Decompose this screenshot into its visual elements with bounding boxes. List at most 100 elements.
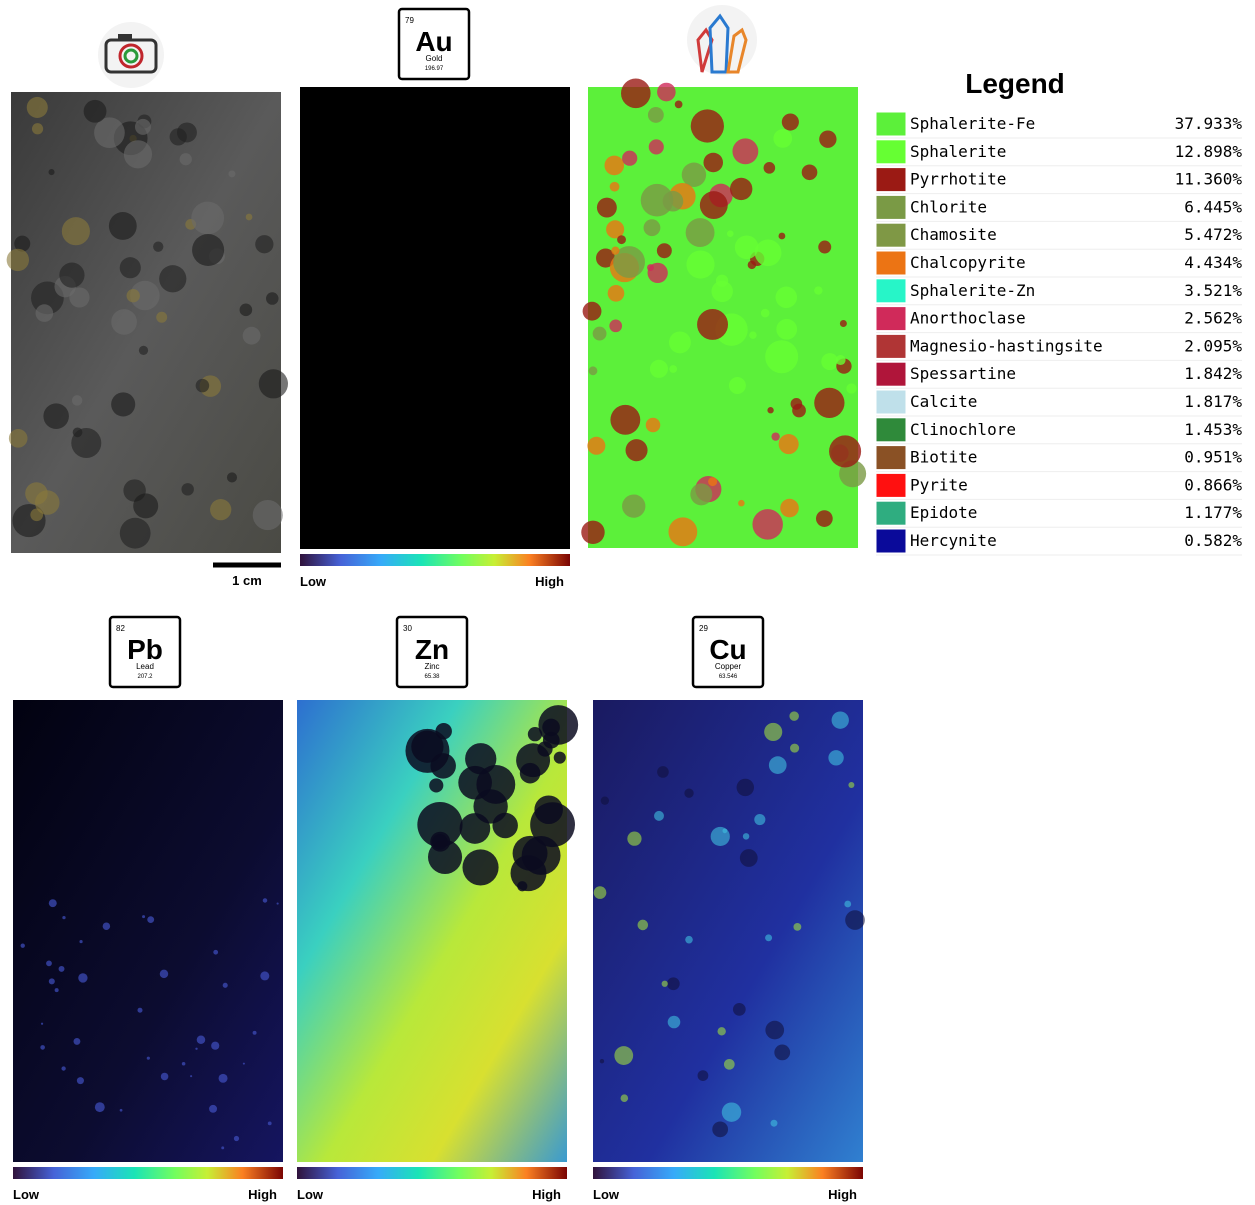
texture [41, 1023, 43, 1025]
legend-percent: 1.817% [1184, 392, 1242, 411]
texture [832, 712, 849, 729]
legend-percent: 37.933% [1175, 114, 1243, 133]
texture [95, 1102, 105, 1112]
texture [765, 1021, 784, 1040]
texture [429, 778, 443, 792]
texture [135, 119, 151, 135]
legend-name: Calcite [910, 392, 977, 411]
legend-percent: 3.521% [1184, 281, 1242, 300]
texture [675, 101, 683, 109]
texture [243, 327, 261, 345]
texture [682, 163, 706, 187]
texture [685, 936, 693, 944]
legend-name: Chamosite [910, 225, 997, 244]
texture [712, 1121, 728, 1137]
texture [738, 500, 745, 507]
texture [156, 312, 167, 323]
texture [761, 309, 770, 318]
texture [9, 429, 28, 448]
texture [46, 960, 52, 966]
texture [668, 1016, 681, 1029]
texture [543, 732, 560, 749]
texture [223, 983, 228, 988]
texture [160, 970, 168, 978]
legend-swatch [876, 307, 906, 331]
texture [840, 320, 847, 327]
texture [228, 170, 235, 177]
texture [814, 286, 822, 294]
element-map [300, 87, 570, 549]
texture [277, 902, 279, 904]
texture [126, 289, 139, 302]
texture [609, 319, 622, 332]
texture [700, 191, 728, 219]
texture [708, 477, 717, 486]
colorbar-high: High [535, 574, 564, 589]
colorbar [300, 554, 570, 566]
texture [587, 437, 605, 455]
texture [243, 1063, 245, 1065]
texture [650, 360, 668, 378]
colorbar-low: Low [297, 1187, 324, 1202]
texture [71, 428, 101, 458]
texture [790, 744, 799, 753]
texture [649, 139, 664, 154]
legend-percent: 0.582% [1184, 531, 1242, 550]
texture [727, 230, 734, 237]
element-symbol: Au [415, 26, 452, 57]
texture [754, 814, 765, 825]
texture [589, 366, 598, 375]
element-number: 30 [403, 624, 412, 633]
texture [530, 802, 575, 847]
element-symbol: Zn [415, 634, 449, 665]
texture [55, 988, 59, 992]
texture [819, 131, 836, 148]
colorbar-high: High [828, 1187, 857, 1202]
texture [109, 212, 137, 240]
texture [49, 978, 55, 984]
colorbar [297, 1167, 567, 1179]
colorbar [593, 1167, 863, 1179]
texture [608, 285, 625, 302]
texture [647, 264, 654, 271]
element-symbol: Pb [127, 634, 163, 665]
texture [213, 950, 218, 955]
texture [181, 483, 193, 495]
texture [732, 138, 758, 164]
texture [111, 309, 137, 335]
texture [147, 916, 154, 923]
texture [594, 886, 607, 899]
texture [627, 832, 641, 846]
legend-swatch [876, 529, 906, 553]
texture [210, 499, 231, 520]
texture [170, 128, 187, 145]
texture [846, 383, 856, 393]
texture [621, 1094, 629, 1102]
texture [654, 811, 664, 821]
texture [161, 1073, 169, 1081]
colorbar-low: Low [13, 1187, 40, 1202]
texture [190, 1075, 192, 1077]
texture [142, 915, 145, 918]
texture [197, 1035, 206, 1044]
legend-percent: 12.898% [1175, 142, 1243, 161]
element-mass: 196.97 [425, 66, 444, 72]
texture [593, 327, 607, 341]
element-number: 82 [116, 624, 125, 633]
texture [520, 763, 541, 784]
texture [737, 779, 754, 796]
legend-swatch [876, 446, 906, 470]
texture [79, 940, 82, 943]
texture [686, 250, 714, 278]
texture [684, 789, 693, 798]
texture [133, 493, 158, 518]
legend-percent: 2.095% [1184, 336, 1242, 355]
texture [774, 1045, 790, 1061]
texture [35, 490, 60, 515]
texture [40, 1045, 45, 1050]
texture [492, 813, 517, 838]
texture [845, 910, 865, 930]
texture [776, 287, 797, 308]
texture [690, 483, 712, 505]
legend-swatch [876, 418, 906, 442]
